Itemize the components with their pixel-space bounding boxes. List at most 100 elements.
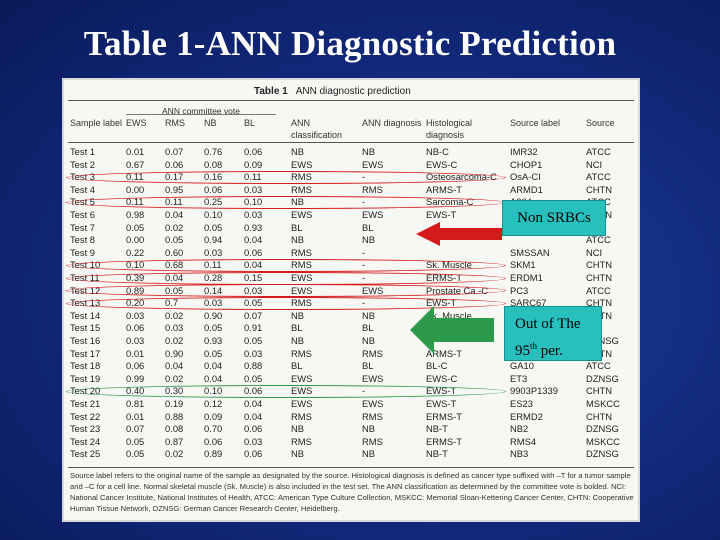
table-cell: 0.03 — [244, 435, 263, 447]
table-caption-text: ANN diagnostic prediction — [295, 86, 411, 97]
table-cell: EWS-T — [426, 209, 457, 220]
table-cell: BL-C — [426, 360, 448, 372]
table-cell: ATCC — [586, 171, 611, 183]
table-cell: EWS — [362, 158, 384, 170]
table-cell: ATCC — [586, 360, 611, 372]
table-row: Test 1 0.01 0.07 0.76 0.06 NB NB NB-C IMR32 ATCC — [64, 146, 638, 159]
table-cell: MSKCC — [586, 435, 620, 447]
table-cell: EWS — [291, 209, 313, 220]
table-caption-number: Table 1 — [254, 86, 288, 97]
table-row: Test 18 0.06 0.04 0.04 0.88 BL BL BL-C GA10 ATCC — [64, 360, 638, 373]
table-cell: Test 2 — [70, 158, 96, 170]
table-cell: NB — [291, 423, 305, 435]
table-cell: RMS — [291, 410, 312, 422]
table-cell: 0.98 — [126, 209, 145, 220]
red-highlight-oval — [66, 296, 506, 310]
header-cell: RMS — [165, 118, 185, 128]
out-of-95th-line2: 95th per. — [515, 341, 563, 359]
table-cell: NB — [362, 309, 376, 321]
header-cell: Histological diagnosis — [426, 118, 473, 140]
table-cell: 0.01 — [126, 410, 145, 422]
table-cell: ARMS-T — [426, 183, 462, 195]
table-cell: 0.04 — [165, 209, 184, 220]
table-cell: ATCC — [586, 284, 611, 296]
table-cell: ERMD2 — [510, 410, 543, 422]
table-cell: 0.03 — [204, 246, 223, 258]
table-cell: 0.04 — [204, 372, 223, 384]
table-cell: NB — [362, 423, 376, 435]
table-cell: ATCC — [586, 146, 611, 157]
table-cell: SKM1 — [510, 259, 536, 271]
table-cell: ERMS-T — [426, 410, 462, 422]
table-cell: 0.67 — [126, 158, 145, 170]
table-cell: Test 21 — [70, 398, 101, 409]
table-cell: Test 14 — [70, 309, 101, 321]
table-cell: ET3 — [510, 372, 528, 384]
table-row: Test 9 0.22 0.60 0.03 0.06 RMS - SMSSAN NCI — [64, 247, 638, 260]
table-cell: Test 7 — [70, 221, 96, 233]
red-highlight-oval — [66, 258, 506, 272]
table-cell: 0.22 — [126, 246, 145, 258]
table-cell: EWS — [362, 398, 384, 409]
table-cell: 0.03 — [244, 209, 263, 220]
table-cell: 0.03 — [244, 183, 263, 195]
table-cell: RMS — [291, 246, 312, 258]
header-cell: ANN classification — [291, 118, 343, 140]
table-cell: CHTN — [586, 259, 613, 271]
table-row: Test 16 0.03 0.02 0.93 0.05 NB NB DZNSG — [64, 335, 638, 348]
table-row: Test 19 0.99 0.02 0.04 0.05 EWS EWS EWS-C ET3 DZN… — [64, 373, 638, 386]
table-cell: 0.03 — [126, 335, 145, 346]
table-cell: BL — [362, 221, 374, 233]
table-cell: 0.08 — [204, 158, 223, 170]
header-cell: NB — [204, 118, 217, 128]
table-cell: ARMD1 — [510, 183, 543, 195]
table-row: Test 2 0.67 0.06 0.08 0.09 EWS EWS EWS-C CHOP1 NC… — [64, 159, 638, 172]
table-cell: 0.02 — [165, 448, 184, 460]
table-cell: 0.93 — [244, 221, 263, 233]
out-of-95th-line1: Out of The — [515, 316, 581, 332]
table-cell: GA10 — [510, 360, 534, 372]
table-cell: 0.04 — [165, 360, 184, 372]
table-cell: 0.10 — [204, 209, 223, 220]
table-cell: 0.05 — [204, 322, 223, 334]
table-cell: ATCC — [586, 234, 611, 246]
table-cell: RMS — [291, 347, 312, 359]
table-top-rule — [68, 100, 634, 101]
table-cell: NB-C — [426, 146, 449, 157]
table-cell: 0.03 — [244, 347, 263, 359]
table-cell: NB3 — [510, 448, 529, 460]
table-cell: 0.05 — [126, 435, 145, 447]
table-row: Test 4 0.00 0.95 0.06 0.03 RMS RMS ARMS-T ARMD1 C… — [64, 184, 638, 197]
table-cell: 0.06 — [165, 158, 184, 170]
table-cell: BL — [291, 322, 303, 334]
table-cell: 0.89 — [204, 448, 223, 460]
table-cell: Test 19 — [70, 372, 101, 384]
table-cell: 0.05 — [126, 221, 145, 233]
red-highlight-oval — [66, 195, 506, 209]
table-cell: NB — [291, 309, 305, 321]
table-cell: 0.09 — [244, 158, 263, 170]
table-cell: 0.07 — [244, 309, 263, 321]
table-cell: NB — [291, 448, 305, 460]
table-cell: NB — [291, 234, 305, 246]
table-cell: 0.06 — [204, 183, 223, 195]
table-cell: 0.02 — [165, 372, 184, 384]
table-cell: Test 8 — [70, 234, 96, 246]
table-footnote: Source label refers to the original name… — [70, 471, 634, 513]
table-cell: 0.02 — [165, 335, 184, 346]
table-cell: Test 17 — [70, 347, 101, 359]
table-cell: Test 23 — [70, 423, 101, 435]
table-cell: EWS — [362, 209, 384, 220]
table-cell: 0.76 — [204, 146, 223, 157]
table-cell: NB — [362, 234, 376, 246]
table-cell: DZNSG — [586, 448, 619, 460]
table-row: Test 21 0.81 0.19 0.12 0.04 EWS EWS EWS-T ES23 MS… — [64, 398, 638, 411]
table-cell: RMS4 — [510, 435, 537, 447]
table-row: Test 24 0.05 0.87 0.06 0.03 RMS RMS ERMS-T RMS4 M… — [64, 436, 638, 449]
table-cell: CHTN — [586, 272, 613, 283]
table-cell: BL — [291, 360, 303, 372]
table-cell: Test 4 — [70, 183, 96, 195]
table-cell: NB — [362, 448, 376, 460]
table-cell: 0.90 — [165, 347, 184, 359]
slide-title: Table 1-ANN Diagnostic Prediction — [83, 24, 617, 63]
